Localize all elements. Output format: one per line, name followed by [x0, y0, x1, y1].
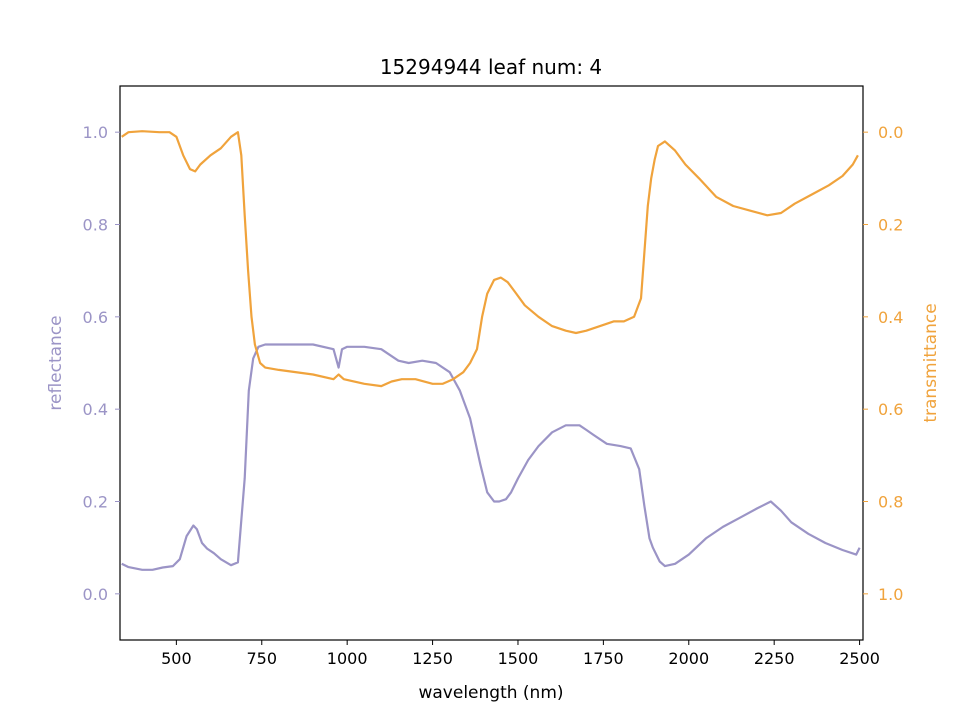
x-tick-label: 750 [246, 649, 277, 668]
left-y-tick-label: 1.0 [83, 123, 108, 142]
right-y-tick-label: 0.8 [878, 493, 903, 512]
right-y-tick-label: 0.0 [878, 123, 903, 142]
x-tick-label: 2000 [668, 649, 709, 668]
x-tick-label: 1250 [412, 649, 453, 668]
right-y-axis: 0.0 0.2 0.4 0.6 0.8 1.0 [863, 123, 903, 604]
x-tick-label: 2250 [754, 649, 795, 668]
left-y-axis: 0.0 0.2 0.4 0.6 0.8 1.0 [83, 123, 120, 604]
left-y-axis-label: reflectance [46, 315, 66, 410]
left-y-tick-label: 0.2 [83, 493, 108, 512]
x-axis: 500 750 1000 1250 1500 1750 2000 2250 2500 [161, 640, 880, 668]
x-tick-label: 1000 [327, 649, 368, 668]
x-tick-label: 1750 [583, 649, 624, 668]
plot-frame [119, 85, 864, 641]
x-tick-label: 2500 [839, 649, 880, 668]
x-tick-label: 1500 [498, 649, 539, 668]
x-tick-label: 500 [161, 649, 192, 668]
right-y-axis-label: transmittance [921, 303, 941, 422]
right-y-tick-label: 1.0 [878, 585, 903, 604]
reflectance-line [121, 343, 861, 571]
x-axis-label: wavelength (nm) [418, 683, 563, 703]
left-y-tick-label: 0.4 [83, 400, 108, 419]
left-y-tick-label: 0.0 [83, 585, 108, 604]
right-y-tick-label: 0.4 [878, 308, 903, 327]
series-layer [121, 130, 861, 571]
chart-title: 15294944 leaf num: 4 [380, 55, 602, 79]
left-y-tick-label: 0.6 [83, 308, 108, 327]
transmittance-line [121, 130, 859, 388]
left-y-tick-label: 0.8 [83, 216, 108, 235]
right-y-tick-label: 0.6 [878, 400, 903, 419]
right-y-tick-label: 0.2 [878, 216, 903, 235]
